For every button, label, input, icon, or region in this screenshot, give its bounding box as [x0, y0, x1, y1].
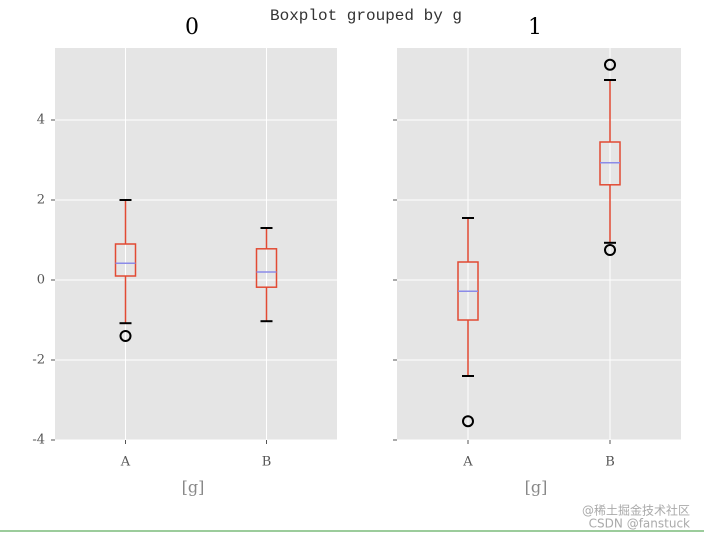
x-tick-label: A: [462, 455, 473, 470]
plot-background: [55, 48, 337, 440]
x-axis-label: [g]: [525, 478, 548, 497]
y-tick-label: 0: [37, 273, 45, 288]
y-tick-label: -4: [32, 433, 45, 448]
flier: [119, 330, 132, 342]
box: [114, 243, 137, 277]
flier: [604, 58, 616, 71]
subplot-title: 1: [528, 15, 542, 40]
flier: [462, 415, 474, 428]
y-tick-label: 2: [37, 193, 45, 208]
y-tick-label: -2: [32, 353, 45, 368]
plot-background: [397, 48, 681, 440]
x-tick-label: A: [120, 455, 131, 470]
x-tick-label: B: [605, 455, 615, 470]
x-tick-label: B: [262, 455, 272, 470]
watermark: @稀土掘金技术社区: [582, 503, 690, 518]
chart-title: Boxplot grouped by g: [270, 7, 462, 25]
subplot-title: 0: [185, 15, 199, 40]
box: [255, 248, 278, 288]
flier: [604, 244, 616, 256]
watermark: CSDN @fanstuck: [589, 517, 690, 531]
x-axis-label: [g]: [182, 478, 205, 497]
y-tick-label: 4: [37, 113, 45, 128]
